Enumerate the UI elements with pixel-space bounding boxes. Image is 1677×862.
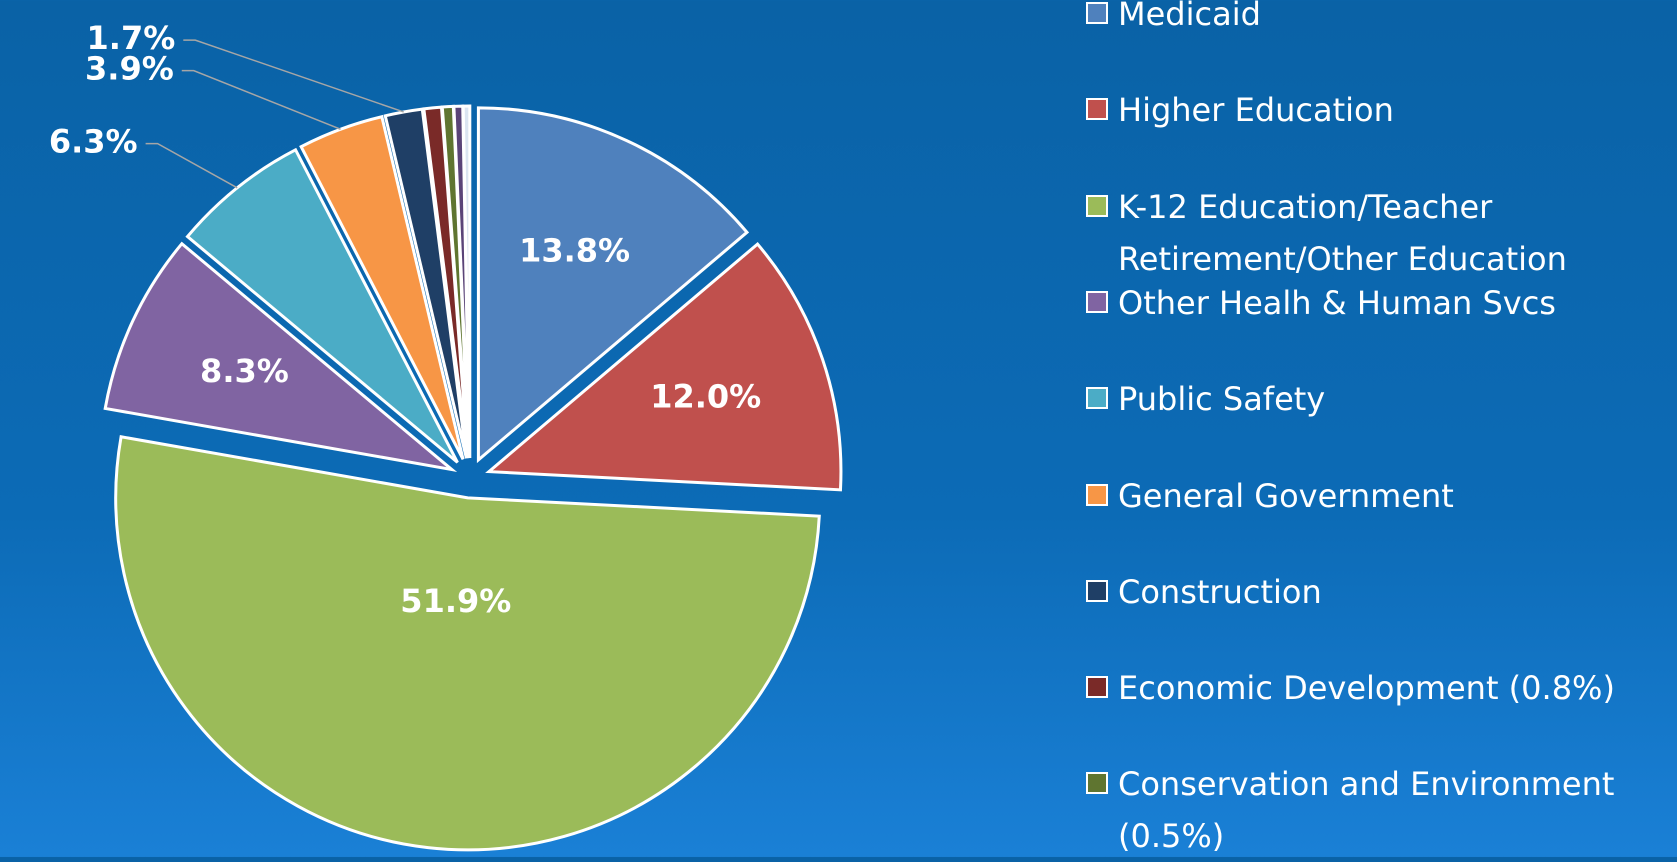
legend-item: Economic Development (0.8%) [1086,662,1666,714]
leader-line [181,69,341,130]
pie-slice [103,241,458,473]
legend-swatch [1086,387,1108,410]
legend-swatch [1086,194,1108,217]
data-label: 51.9% [400,582,511,620]
legend-item: Public Safety [1086,373,1666,425]
data-label: 1.7% [87,19,176,57]
legend-swatch [1086,98,1108,121]
legend-swatch [1086,772,1108,795]
legend: Medicaid Higher Education K-12 Education/T… [1086,0,1666,857]
data-label: 3.9% [85,50,174,88]
legend-swatch [1086,676,1108,699]
pie-slice [461,104,472,459]
legend-item: Other Healh & Human Svcs [1086,277,1666,329]
legend-label: Higher Education [1118,91,1394,130]
legend-swatch [1086,290,1108,313]
legend-item: Medicaid [1086,0,1666,40]
legend-label: Public Safety [1118,380,1326,419]
legend-label: Economic Development (0.8%) [1118,669,1615,708]
legend-item: Construction [1086,566,1666,618]
pie-slice [185,147,459,464]
legend-label: Construction [1118,572,1322,611]
leader-line [145,142,238,189]
pie-slice [114,435,821,852]
data-label: 12.0% [650,377,761,415]
legend-label: Medicaid [1118,0,1261,33]
pie-chart: 13.8% 12.0% 51.9% 8.3% 6.3% 3.9%1.7% [49,19,843,852]
legend-swatch [1086,483,1108,506]
legend-swatch [1086,2,1108,24]
data-label: 8.3% [200,352,289,390]
data-label: 13.8% [519,231,630,269]
data-label: 6.3% [49,123,138,161]
pie-slice [476,106,750,464]
legend-swatch [1086,579,1108,602]
pie-slice [485,241,843,492]
legend-label: General Government [1118,476,1454,515]
leader-line [183,39,404,113]
legend-item: General Government [1086,470,1666,522]
legend-item: K-12 Education/Teacher Retirement/Other … [1086,181,1666,285]
legend-label: Conservation and Environment (0.5%) [1118,765,1615,856]
legend-label: Other Healh & Human Svcs [1118,283,1556,322]
legend-item: Higher Education [1086,84,1666,136]
legend-item: Conservation and Environment (0.5%) [1086,758,1666,862]
legend-label: K-12 Education/Teacher Retirement/Other … [1118,187,1567,278]
pie-slice [299,114,465,460]
